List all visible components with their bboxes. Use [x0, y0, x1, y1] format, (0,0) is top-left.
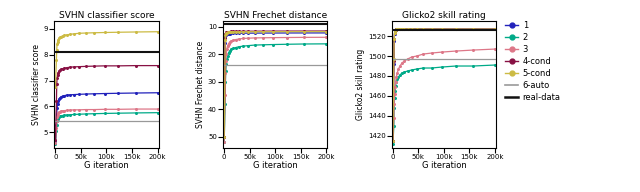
Title: SVHN classifier score: SVHN classifier score: [59, 11, 154, 20]
Title: Glicko2 skill rating: Glicko2 skill rating: [402, 11, 486, 20]
X-axis label: G iteration: G iteration: [84, 161, 129, 170]
Legend: 1, 2, 3, 4-cond, 5-cond, 6-auto, real-data: 1, 2, 3, 4-cond, 5-cond, 6-auto, real-da…: [504, 20, 561, 102]
Y-axis label: SVHN Frechet distance: SVHN Frechet distance: [196, 41, 205, 128]
Title: SVHN Frechet distance: SVHN Frechet distance: [223, 11, 327, 20]
Y-axis label: Glicko2 skill rating: Glicko2 skill rating: [356, 49, 365, 120]
Y-axis label: SVHN classifier score: SVHN classifier score: [32, 44, 41, 125]
X-axis label: G iteration: G iteration: [253, 161, 298, 170]
X-axis label: G iteration: G iteration: [422, 161, 467, 170]
